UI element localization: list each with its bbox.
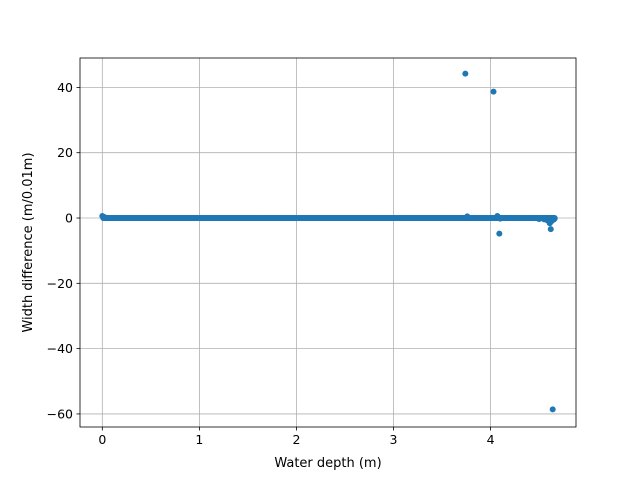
data-point <box>549 406 556 413</box>
data-point <box>497 215 504 222</box>
data-point <box>464 213 471 220</box>
grid <box>80 58 576 427</box>
axis-ticks: 0 1 2 3 4 −60 −40 −20 0 20 40 <box>47 80 495 447</box>
y-axis-label: Width difference (m/0.01m) <box>21 152 36 332</box>
data-point <box>551 215 558 222</box>
x-tick-label: 2 <box>292 432 300 447</box>
plot-frame <box>79 57 577 428</box>
x-tick-label: 3 <box>390 432 398 447</box>
data-point <box>101 214 108 221</box>
data-point <box>536 215 543 222</box>
x-tick-label: 1 <box>195 432 203 447</box>
data-points <box>99 70 558 413</box>
data-point <box>490 88 497 95</box>
data-point <box>462 70 469 77</box>
y-tick-label: −40 <box>47 341 73 356</box>
y-tick-label: −60 <box>47 406 73 421</box>
x-tick-label: 4 <box>487 432 495 447</box>
y-tick-label: 0 <box>65 211 73 226</box>
y-tick-label: 20 <box>57 145 73 160</box>
x-tick-label: 0 <box>98 432 106 447</box>
data-point <box>547 226 554 233</box>
y-tick-label: 40 <box>57 80 73 95</box>
y-tick-label: −20 <box>47 276 73 291</box>
data-point <box>496 230 503 237</box>
x-axis-label: Water depth (m) <box>274 456 381 471</box>
